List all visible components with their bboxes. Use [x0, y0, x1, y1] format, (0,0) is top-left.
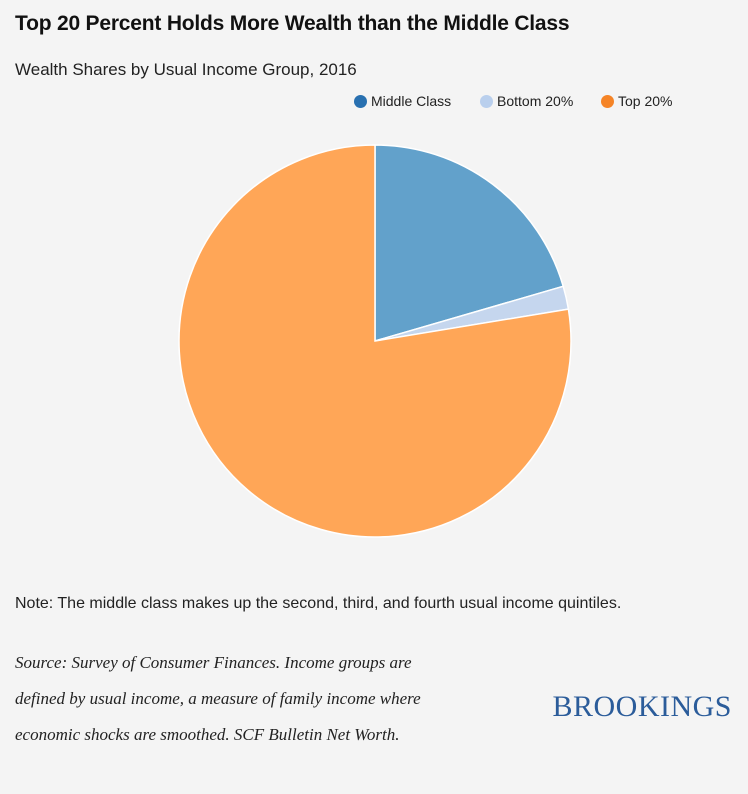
pie-slices: [178, 144, 572, 538]
brookings-logo: BROOKINGS: [552, 690, 732, 723]
source-note: Source: Survey of Consumer Finances. Inc…: [15, 653, 421, 744]
pie-chart: [178, 144, 572, 538]
legend-label-bottom-20: Bottom 20%: [497, 93, 574, 109]
chart-note: Note: The middle class makes up the seco…: [15, 595, 622, 612]
pie-slice-top-20[interactable]: [178, 144, 572, 538]
pie-slice-middle-class[interactable]: [374, 144, 565, 342]
legend-item-top-20[interactable]: Top 20%: [601, 93, 672, 109]
legend-item-middle-class[interactable]: Middle Class: [354, 93, 451, 109]
legend-marker-bottom-20: [480, 94, 493, 108]
legend-marker-top-20: [601, 94, 614, 108]
legend-marker-middle-class: [354, 94, 367, 108]
legend-label-middle-class: Middle Class: [371, 93, 452, 109]
legend-label-top-20: Top 20%: [618, 93, 673, 109]
chart-title: Top 20 Percent Holds More Wealth than th…: [15, 12, 570, 35]
chart-legend: Middle Class Bottom 20% Top 20%: [0, 93, 748, 115]
legend-item-bottom-20[interactable]: Bottom 20%: [480, 93, 573, 109]
chart-subtitle: Wealth Shares by Usual Income Group, 201…: [15, 60, 357, 79]
